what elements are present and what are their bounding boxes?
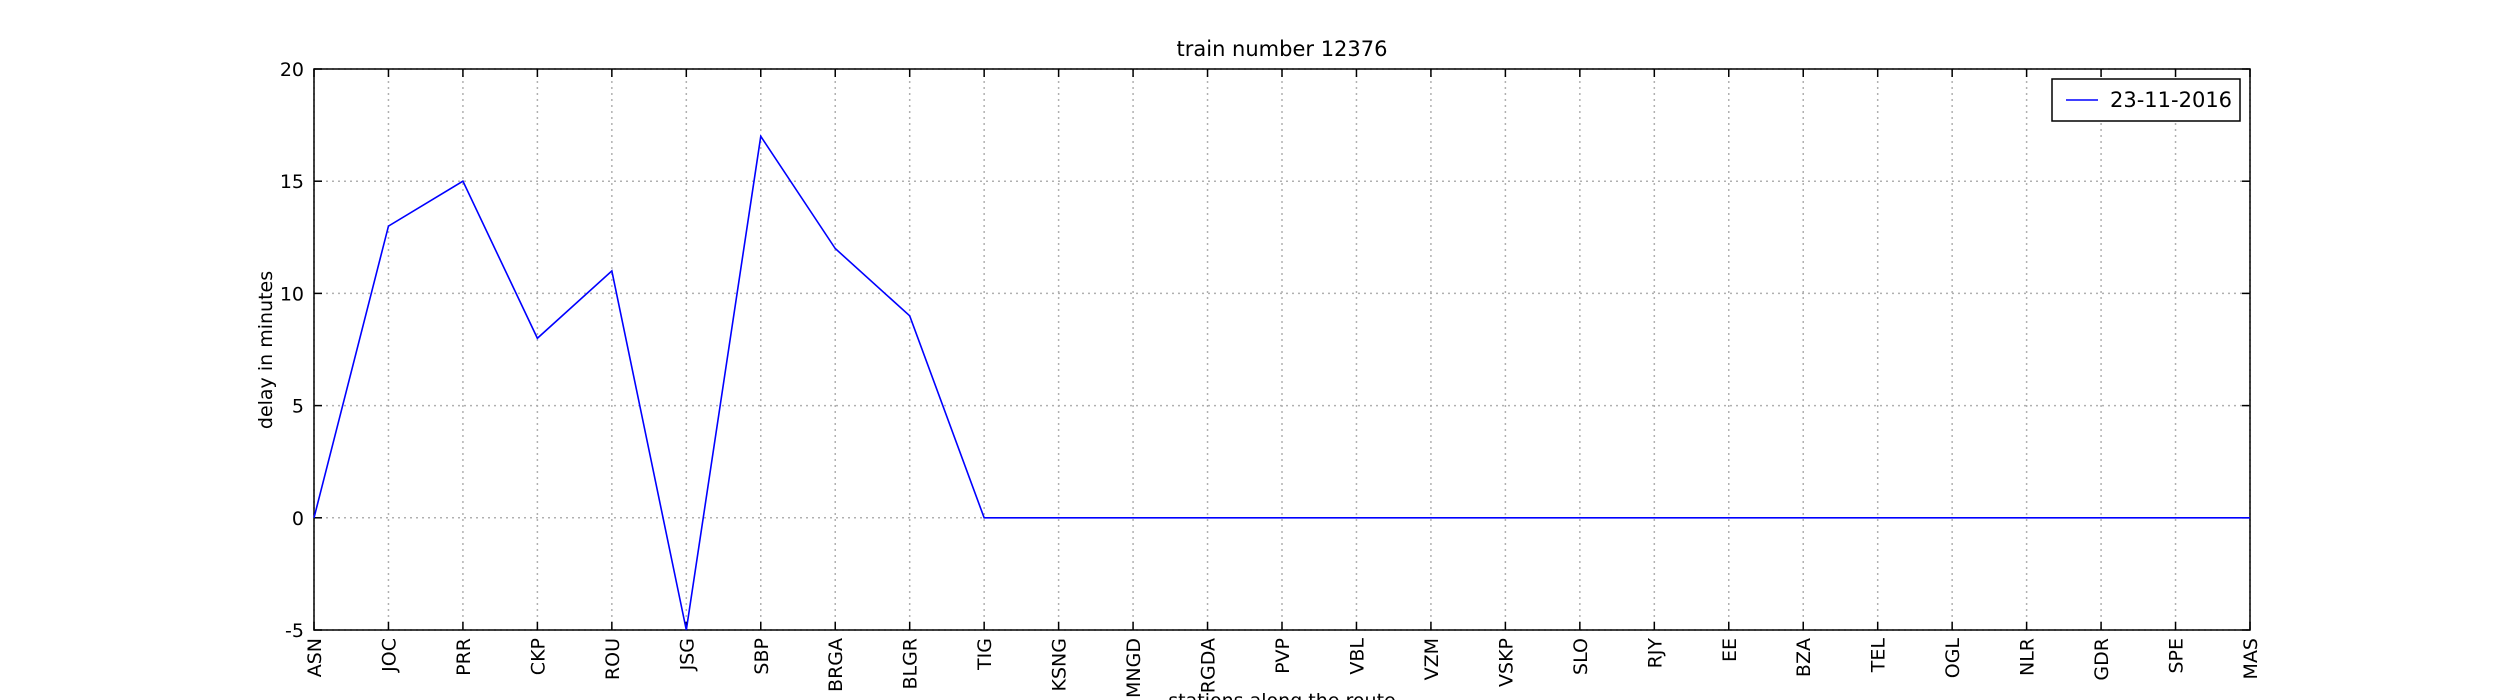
y-tick-label: 20 bbox=[280, 59, 304, 81]
x-tick-label: RJY bbox=[1644, 638, 1666, 669]
x-tick-label: JOC bbox=[378, 638, 400, 673]
y-tick-label: 15 bbox=[280, 171, 304, 193]
chart-title: train number 12376 bbox=[1177, 37, 1388, 61]
x-tick-label: MNGD bbox=[1123, 638, 1145, 698]
x-tick-label: BZA bbox=[1793, 638, 1815, 677]
y-tick-label: 0 bbox=[292, 508, 304, 530]
x-tick-label: VBL bbox=[1346, 638, 1368, 675]
x-tick-label: PRR bbox=[453, 638, 475, 676]
x-axis-label: stations along the route bbox=[1168, 690, 1395, 700]
data-line bbox=[313, 134, 2250, 631]
x-tick-label: TIG bbox=[974, 638, 996, 671]
legend-label: 23-11-2016 bbox=[2110, 88, 2232, 112]
y-tick-label: 10 bbox=[280, 283, 304, 305]
x-tick-label: BLGR bbox=[900, 638, 922, 690]
x-tick-label: OGL bbox=[1942, 638, 1964, 679]
x-tick-label: BRGA bbox=[825, 638, 847, 692]
x-tick-label: KSNG bbox=[1049, 638, 1071, 691]
x-tick-label: ASN bbox=[304, 638, 326, 677]
x-tick-label: CKP bbox=[527, 638, 549, 675]
x-tick-label: JSG bbox=[676, 638, 698, 671]
x-tick-label: PVP bbox=[1272, 638, 1294, 674]
x-tick-label: ROU bbox=[602, 638, 624, 680]
x-tick-label: SPE bbox=[2166, 638, 2188, 674]
y-tick-label: 5 bbox=[292, 396, 304, 418]
x-tick-label: NLR bbox=[2017, 638, 2039, 676]
x-tick-label: GDR bbox=[2091, 638, 2113, 681]
y-axis-label: delay in minutes bbox=[255, 271, 277, 429]
x-tick-label: SLO bbox=[1570, 638, 1592, 675]
x-tick-label: MAS bbox=[2240, 638, 2262, 679]
y-tick-label: -5 bbox=[285, 620, 304, 642]
x-tick-label: VZM bbox=[1421, 638, 1443, 680]
x-tick-label: SBP bbox=[751, 638, 773, 675]
x-tick-label: EE bbox=[1719, 638, 1741, 662]
x-tick-label: VSKP bbox=[1495, 638, 1517, 687]
plot-frame bbox=[313, 68, 2251, 631]
x-tick-label: TEL bbox=[1868, 638, 1890, 674]
x-tick-label: RGDA bbox=[1198, 638, 1220, 693]
